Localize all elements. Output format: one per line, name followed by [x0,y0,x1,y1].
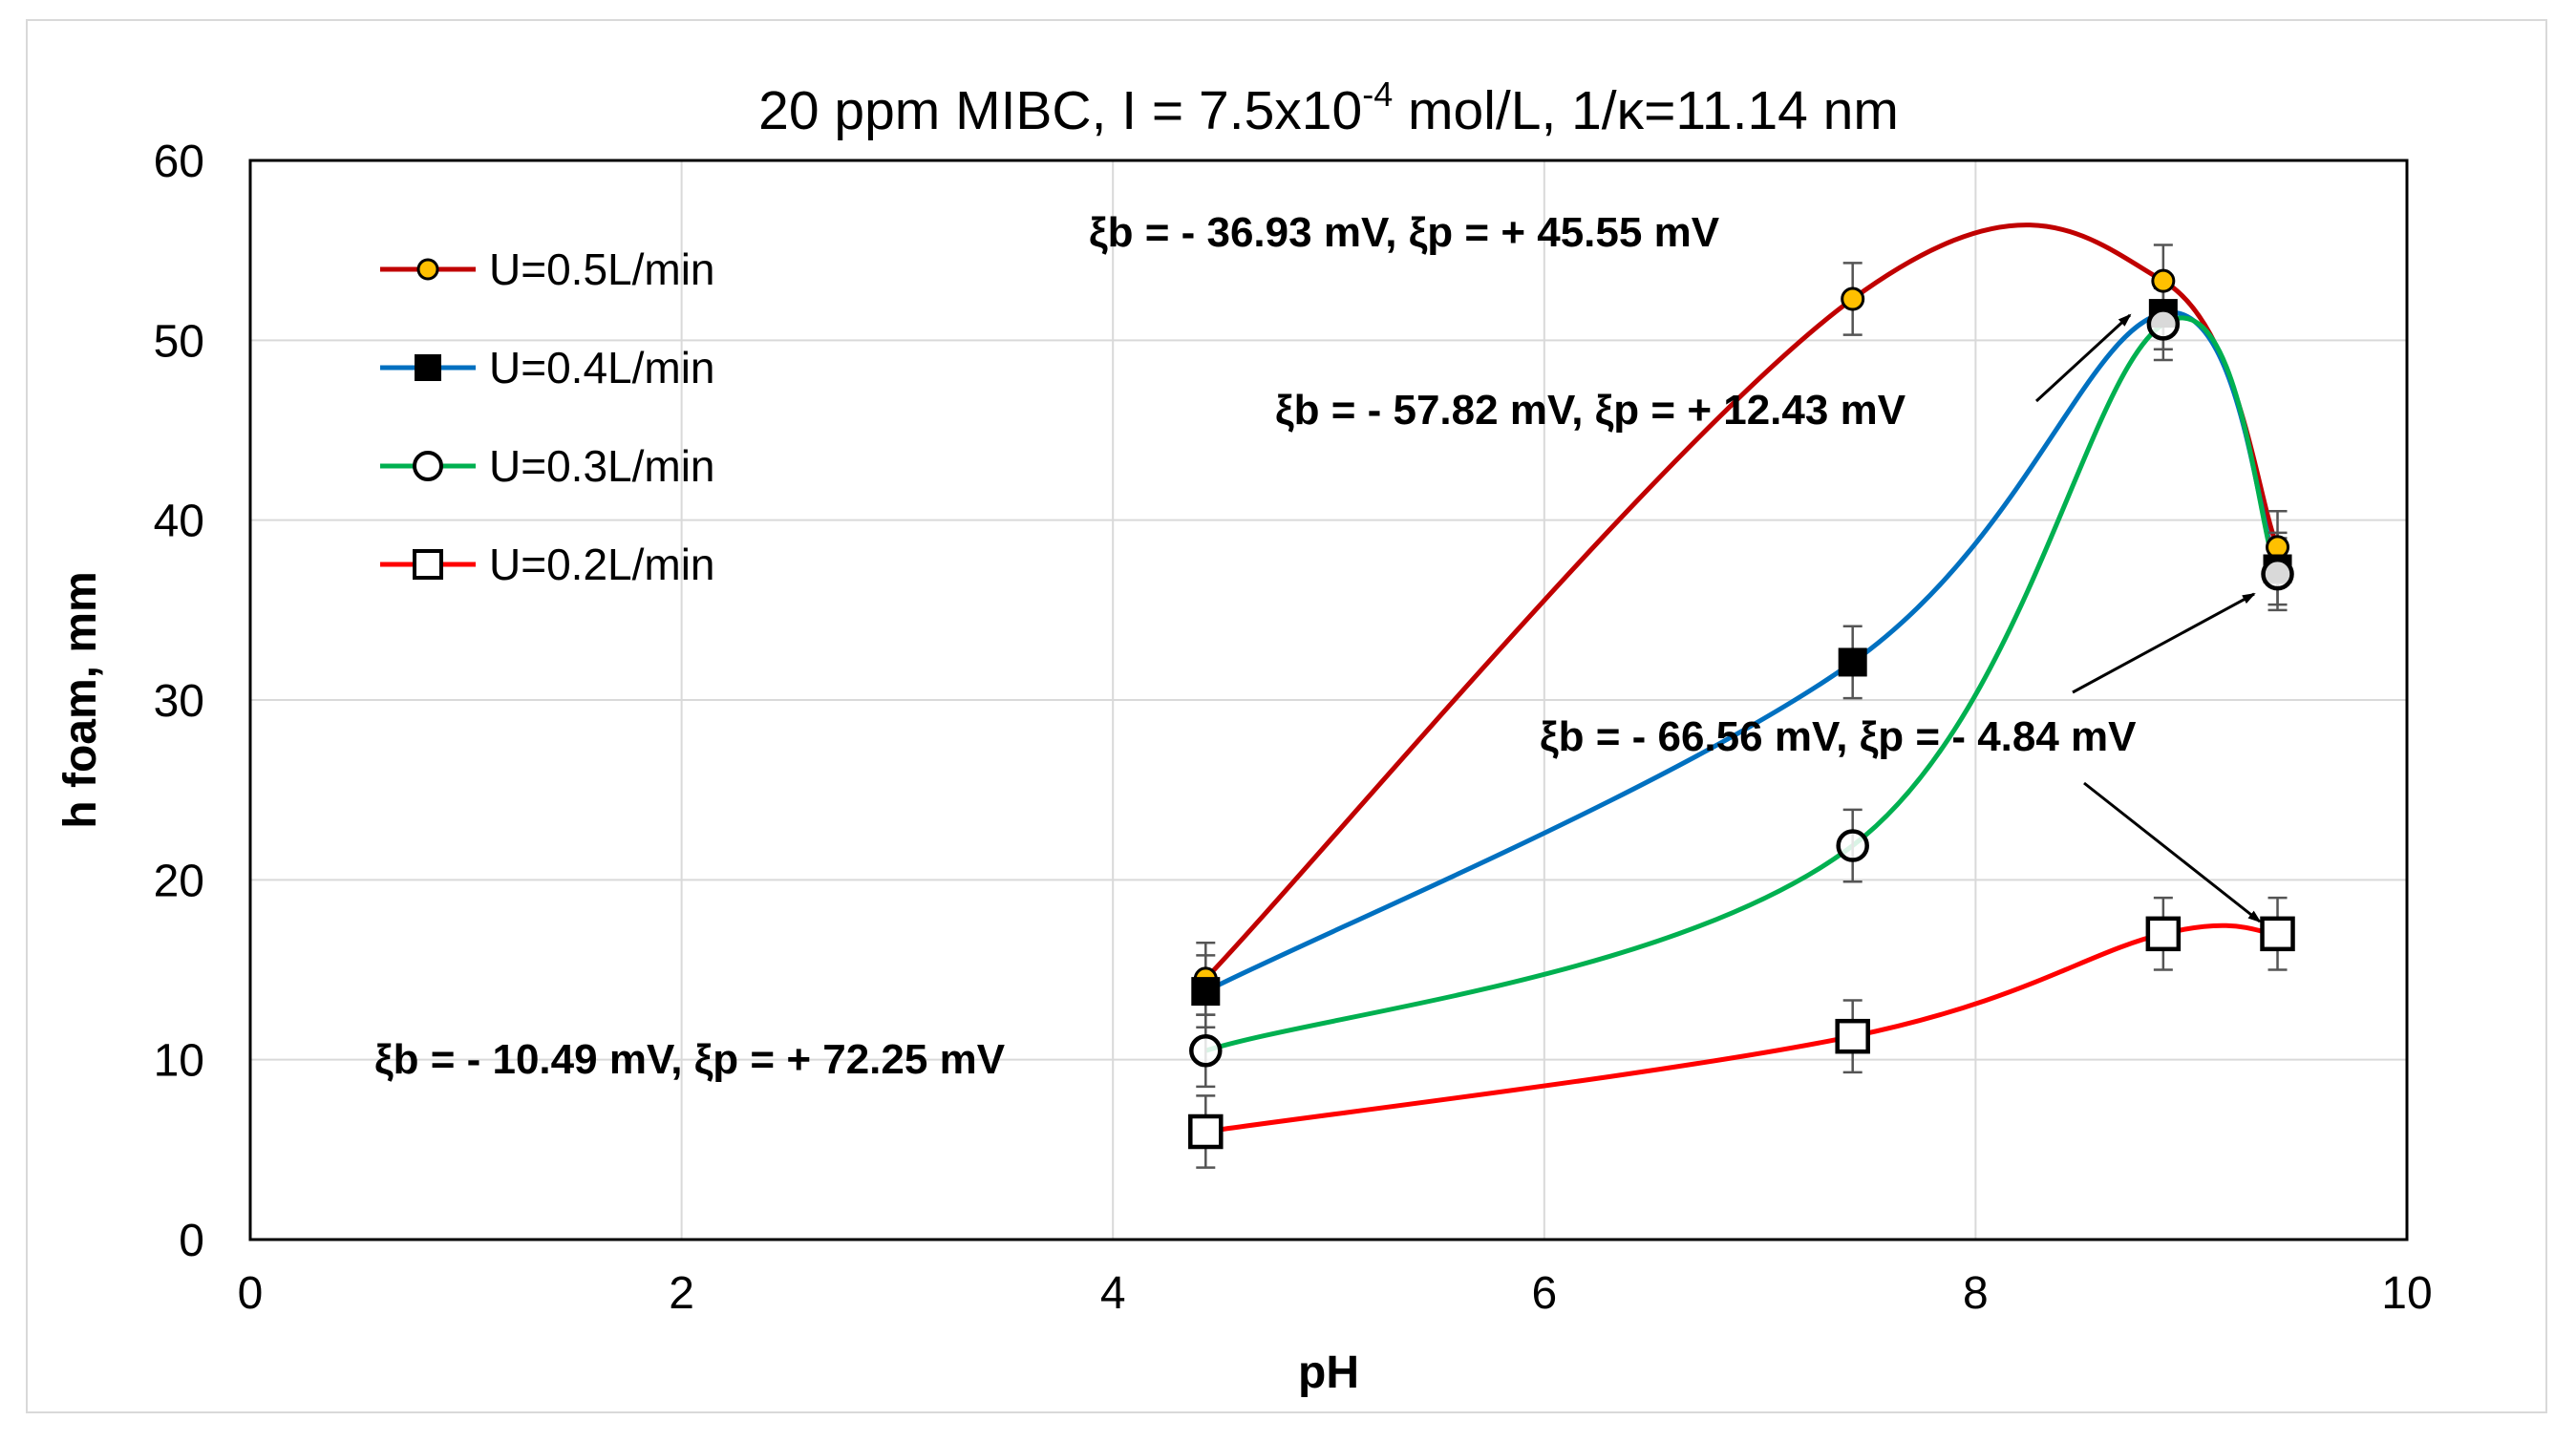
y-tick-label: 60 [154,137,204,187]
series-markers [1188,268,2295,1150]
legend-label-2: U=0.3L/min [489,441,715,491]
data-point-2-0 [1189,1034,1223,1068]
x-tick-label: 6 [1531,1268,1557,1319]
annotation-2: ξb = - 66.56 mV, ξp = - 4.84 mV [1540,713,2137,760]
annotation-0: ξb = - 36.93 mV, ξp = + 45.55 mV [1089,209,1720,256]
legend-item-2: U=0.3L/min [380,441,715,491]
x-tick-label: 8 [1963,1268,1989,1319]
axis-ticks: 0 2 4 6 8 10 0 10 20 30 40 50 60 [154,137,2433,1319]
annotation-3: ξb = - 10.49 mV, ξp = + 72.25 mV [374,1036,1006,1083]
data-point-3-0 [1188,1113,1224,1150]
data-point-3-3 [2260,916,2295,952]
chart-frame [26,19,2547,1413]
annotation-arrow-2b [2083,781,2262,923]
series-line-0 [1203,223,2280,981]
series-line-3 [1204,922,2278,1135]
x-axis-label: pH [1298,1347,1359,1398]
series-line-2 [1204,315,2280,1053]
y-tick-label: 50 [154,316,204,367]
plot-area [248,159,2409,1241]
chart-title: 20 ppm MIBC, I = 7.5x10-4 mol/L, 1/κ=11.… [758,74,1899,141]
legend-label-0: U=0.5L/min [489,244,715,294]
data-point-3-1 [1835,1018,1870,1054]
legend-marker-2 [413,451,443,481]
legend-label-1: U=0.4L/min [489,343,715,392]
legend-marker-3 [413,549,443,580]
annotation-arrow-2a [2072,592,2256,694]
error-bars [1196,244,2288,1169]
data-point-1-1 [1838,647,1867,677]
data-point-2-2 [2146,307,2181,341]
data-point-2-1 [1836,829,1869,862]
x-tick-label: 2 [669,1268,694,1319]
legend-item-0: U=0.5L/min [380,244,715,294]
series-curves [1203,223,2280,1135]
data-point-3-2 [2145,916,2182,952]
legend-item-1: U=0.4L/min [380,343,715,392]
legend: U=0.5L/min U=0.4L/min U=0.3L/min U=0.2L/… [380,244,715,589]
x-tick-label: 10 [2381,1268,2432,1319]
annotation-arrow-1 [2034,313,2132,403]
legend-marker-1 [415,354,441,381]
x-tick-label: 4 [1100,1268,1126,1319]
legend-marker-0 [416,258,439,281]
grid [250,160,2407,1240]
annotation-1: ξb = - 57.82 mV, ξp = + 12.43 mV [1275,387,1906,434]
y-tick-label: 40 [154,497,204,547]
legend-label-3: U=0.2L/min [489,540,715,589]
y-tick-label: 0 [179,1216,204,1266]
x-tick-label: 0 [238,1268,264,1319]
y-axis-label: h foam, mm [55,571,106,828]
y-tick-label: 10 [154,1036,204,1087]
legend-item-3: U=0.2L/min [380,540,715,589]
data-point-1-0 [1191,977,1221,1007]
data-point-2-3 [2261,557,2294,591]
y-tick-label: 20 [154,856,204,906]
y-tick-label: 30 [154,676,204,727]
data-point-0-1 [1841,286,1865,311]
data-point-0-2 [2151,268,2176,293]
